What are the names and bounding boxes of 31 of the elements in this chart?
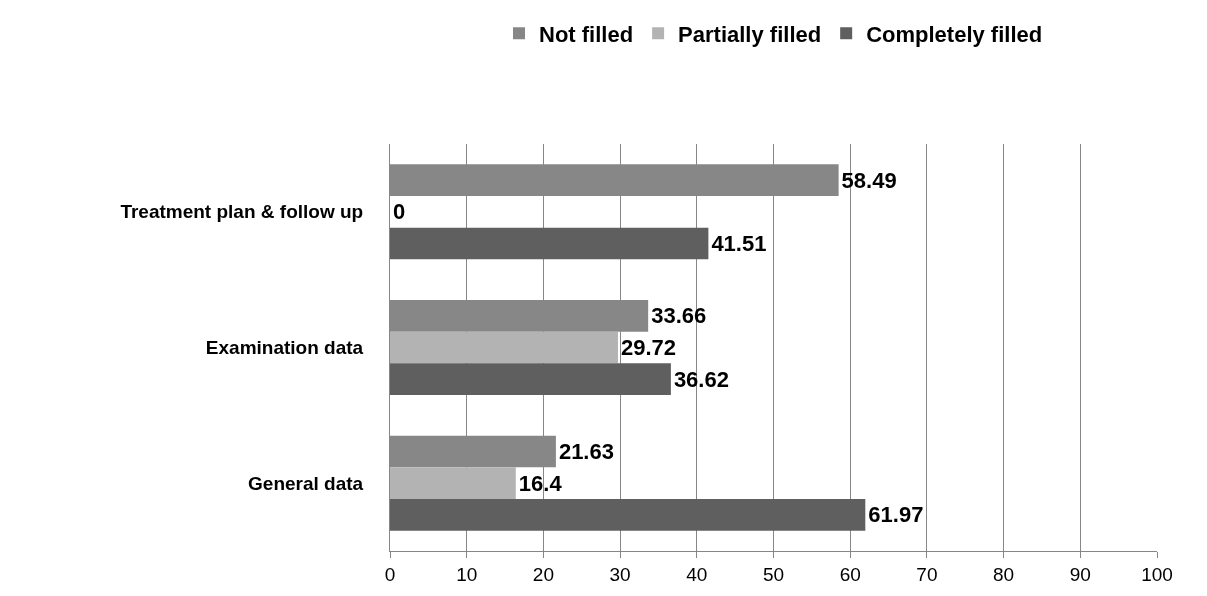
x-tick-label: 0 — [384, 563, 396, 585]
data-label: 0 — [393, 199, 406, 225]
x-tick-label: 80 — [993, 563, 1015, 585]
data-label: 36.62 — [673, 366, 729, 392]
bar — [390, 498, 866, 531]
data-label: 16.4 — [518, 470, 563, 496]
legend-label: Completely filled — [866, 21, 1043, 47]
legend-label: Partially filled — [678, 21, 822, 47]
data-label: 58.49 — [841, 167, 897, 193]
x-tick-label: 60 — [839, 563, 861, 585]
x-tick-label: 90 — [1069, 563, 1091, 585]
y-tick-label: Treatment plan & follow up — [120, 201, 364, 223]
data-label: 21.63 — [558, 439, 614, 465]
legend-label: Not filled — [539, 21, 634, 47]
y-tick-label: General data — [248, 472, 364, 494]
x-tick-label: 20 — [532, 563, 554, 585]
data-label: 29.72 — [620, 335, 677, 360]
x-tick-label: 10 — [456, 563, 478, 585]
data-label: 41.51 — [711, 230, 767, 256]
y-tick-label: Examination data — [205, 337, 364, 359]
bar — [390, 467, 516, 499]
x-tick-label: 100 — [1141, 563, 1173, 585]
bar — [390, 363, 671, 395]
bar — [390, 227, 709, 260]
data-label: 61.97 — [868, 502, 924, 528]
x-tick-label: 40 — [686, 563, 708, 585]
bar — [390, 331, 618, 364]
data-label: 33.66 — [651, 303, 707, 329]
x-tick-label: 30 — [609, 563, 631, 585]
x-tick-label: 50 — [762, 563, 785, 585]
x-tick-label: 70 — [916, 563, 938, 585]
